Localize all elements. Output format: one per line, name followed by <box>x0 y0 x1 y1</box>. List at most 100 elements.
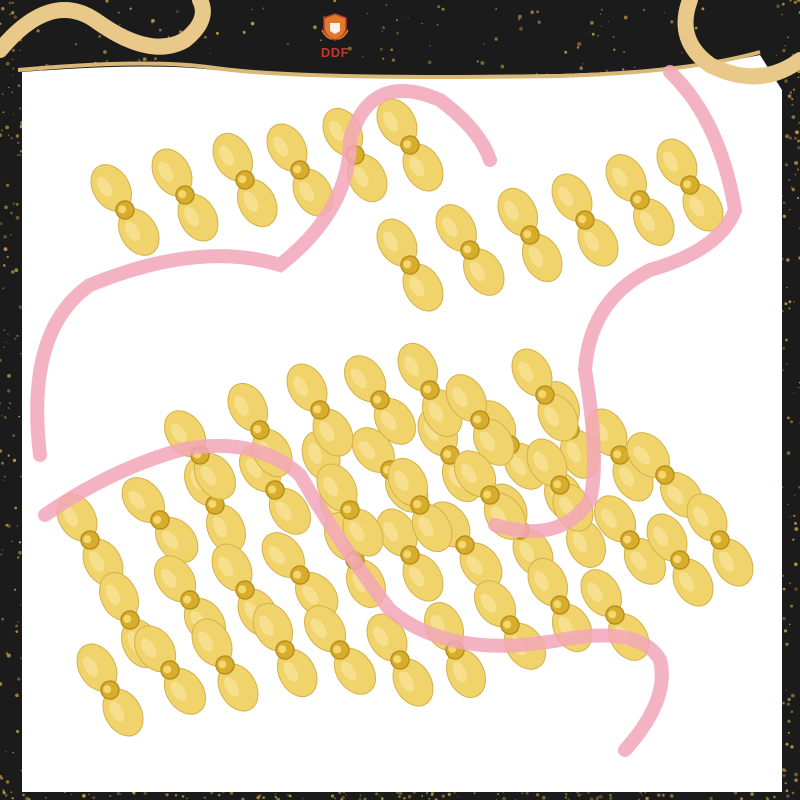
glitter-speck <box>256 795 261 800</box>
glitter-speck <box>518 18 520 21</box>
glitter-speck <box>595 797 599 800</box>
glitter-speck <box>577 42 582 47</box>
glitter-speck <box>407 17 409 19</box>
glitter-speck <box>787 503 789 506</box>
glitter-speck <box>10 211 13 215</box>
glitter-speck <box>590 21 594 25</box>
glitter-speck <box>217 793 221 797</box>
glitter-speck <box>15 624 18 628</box>
glitter-speck <box>1 129 3 132</box>
glitter-speck <box>14 588 17 591</box>
glitter-speck <box>789 209 791 211</box>
glitter-speck <box>15 693 19 698</box>
glitter-speck <box>18 305 23 310</box>
glitter-speck <box>782 369 784 372</box>
glitter-speck <box>643 8 646 11</box>
glitter-speck <box>274 793 277 795</box>
glitter-speck <box>18 541 22 544</box>
glitter-speck <box>11 58 13 61</box>
glitter-speck <box>12 434 15 437</box>
glitter-speck <box>607 21 609 23</box>
glitter-speck <box>286 42 289 46</box>
glitter-speck <box>129 7 132 10</box>
glitter-speck <box>6 183 10 187</box>
glitter-speck <box>15 202 19 206</box>
glitter-speck <box>421 795 424 797</box>
glitter-speck <box>14 337 17 340</box>
glitter-speck <box>74 43 77 46</box>
glitter-speck <box>796 168 800 171</box>
glitter-speck <box>396 19 398 22</box>
glitter-speck <box>581 793 583 795</box>
glitter-speck <box>1 414 3 417</box>
glitter-speck <box>20 604 22 606</box>
glitter-speck <box>788 179 791 182</box>
glitter-speck <box>786 258 789 262</box>
glitter-speck <box>500 64 505 69</box>
glitter-speck <box>793 392 795 394</box>
glitter-speck <box>793 136 798 140</box>
glitter-speck <box>5 125 9 130</box>
glitter-speck <box>0 222 3 225</box>
glitter-speck <box>262 796 265 799</box>
glitter-speck <box>601 8 603 11</box>
glitter-speck <box>0 449 3 453</box>
glitter-speck <box>494 37 498 41</box>
glitter-speck <box>15 134 20 138</box>
glitter-speck <box>363 797 367 800</box>
glitter-speck <box>783 629 788 633</box>
glitter-speck <box>345 794 347 796</box>
glitter-speck <box>596 796 600 799</box>
glitter-speck <box>391 58 395 62</box>
glitter-speck <box>766 797 769 800</box>
glitter-speck <box>0 402 2 405</box>
glitter-speck <box>782 616 786 621</box>
glitter-speck <box>12 202 15 205</box>
glitter-speck <box>158 28 162 32</box>
glitter-speck <box>7 333 9 335</box>
glitter-speck <box>428 797 431 800</box>
glitter-speck <box>1 617 5 621</box>
glitter-speck <box>773 795 776 799</box>
glitter-speck <box>10 791 13 794</box>
glitter-speck <box>782 201 786 205</box>
glitter-speck <box>7 374 11 378</box>
gold-ribbons <box>0 0 800 85</box>
glitter-speck <box>119 793 122 796</box>
glitter-speck <box>288 794 292 798</box>
glitter-speck <box>7 389 11 393</box>
glitter-speck <box>782 773 786 778</box>
glitter-speck <box>16 556 20 559</box>
glitter-speck <box>19 154 22 156</box>
glitter-speck <box>798 386 800 389</box>
glitter-speck <box>36 29 40 33</box>
glitter-speck <box>6 255 9 259</box>
glitter-speck <box>302 797 304 800</box>
glitter-speck <box>776 4 780 8</box>
glitter-speck <box>791 693 795 698</box>
glitter-speck <box>797 139 800 143</box>
glitter-speck <box>9 13 11 16</box>
glitter-speck <box>380 797 384 800</box>
glitter-speck <box>701 7 705 11</box>
glitter-speck <box>287 794 289 796</box>
glitter-speck <box>132 792 136 795</box>
glitter-speck <box>793 0 797 4</box>
glitter-speck <box>781 574 784 577</box>
glitter-speck <box>564 796 568 799</box>
glitter-speck <box>791 53 794 56</box>
glitter-speck <box>437 5 441 9</box>
glitter-speck <box>19 49 21 52</box>
glitter-speck <box>789 91 793 94</box>
glitter-speck <box>4 205 8 210</box>
glitter-speck <box>186 797 188 800</box>
glitter-speck <box>794 527 799 531</box>
glitter-speck <box>385 4 388 6</box>
glitter-speck <box>787 416 790 420</box>
glitter-speck <box>375 792 378 796</box>
glitter-speck <box>154 57 157 60</box>
glitter-speck <box>782 587 786 591</box>
glitter-speck <box>313 25 317 30</box>
glitter-speck <box>151 22 153 25</box>
glitter-speck <box>789 623 791 626</box>
